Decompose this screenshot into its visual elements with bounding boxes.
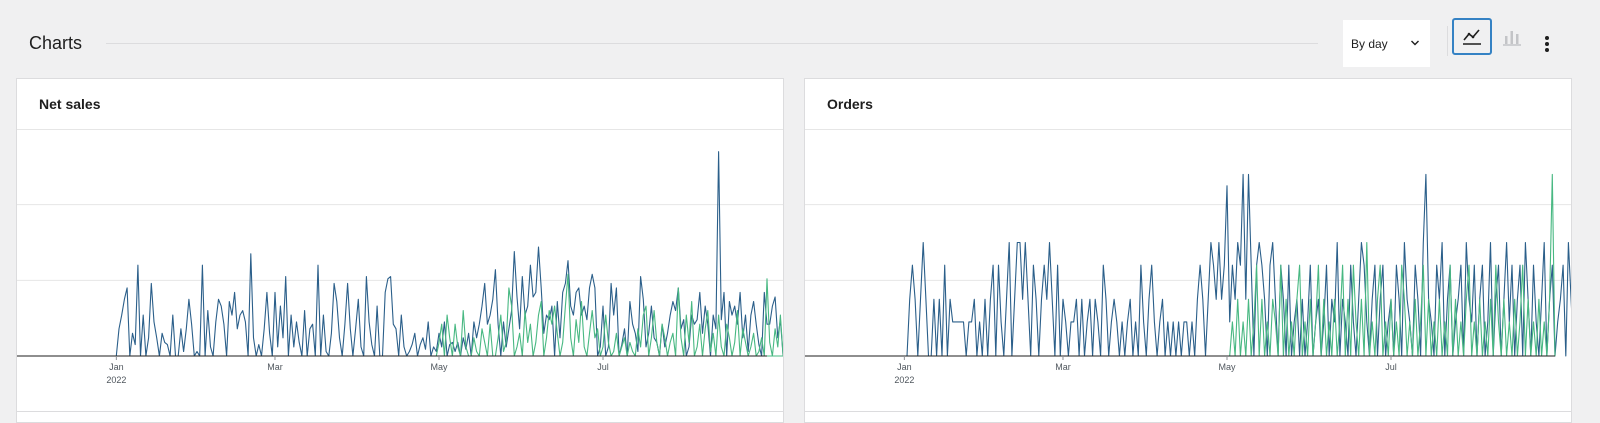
chevron-down-icon (1411, 40, 1419, 46)
bar-chart-icon (1503, 30, 1521, 46)
chart-title: Net sales (39, 96, 101, 112)
bar-chart-toggle[interactable] (1497, 18, 1527, 55)
orders-chart: Jan 2022 Mar May Jul (805, 173, 1571, 385)
x-tick-label: Mar (267, 362, 283, 372)
net-sales-chart: Jan 2022 Mar May Jul (17, 151, 783, 385)
net-sales-card: Net sales Jan 2022 Mar May Jul (16, 78, 784, 423)
card-footer-divider (17, 411, 783, 412)
x-tick-label: May (1218, 362, 1236, 372)
card-header-divider (17, 129, 783, 130)
more-options-button[interactable] (1537, 30, 1557, 58)
series-line-0 (115, 151, 783, 357)
x-tick-label: Jul (1385, 362, 1397, 372)
line-chart-icon (1463, 28, 1481, 45)
card-header-divider (805, 129, 1571, 130)
header-divider (106, 43, 1318, 44)
charts-header: Charts By day (0, 0, 1600, 78)
chart-title: Orders (827, 96, 873, 112)
orders-card: Orders Jan 2022 Mar May Jul (804, 78, 1572, 423)
series-line-1 (1227, 173, 1556, 357)
x-tick-label: Jan (109, 362, 124, 372)
x-tick-label: Jan (897, 362, 912, 372)
series-line-2 (433, 273, 783, 357)
line-chart-toggle[interactable] (1452, 18, 1492, 55)
interval-select-value: By day (1351, 36, 1388, 51)
x-tick-label: May (430, 362, 448, 372)
x-tick-label: Mar (1055, 362, 1071, 372)
toolbar-divider (1447, 26, 1448, 56)
x-tick-sublabel: 2022 (106, 375, 126, 385)
series-line-0 (904, 173, 1571, 357)
section-title: Charts (29, 33, 83, 53)
x-tick-label: Jul (597, 362, 609, 372)
x-tick-sublabel: 2022 (894, 375, 914, 385)
more-vertical-icon (1545, 36, 1549, 52)
card-footer-divider (805, 411, 1571, 412)
interval-select[interactable]: By day (1343, 20, 1430, 67)
